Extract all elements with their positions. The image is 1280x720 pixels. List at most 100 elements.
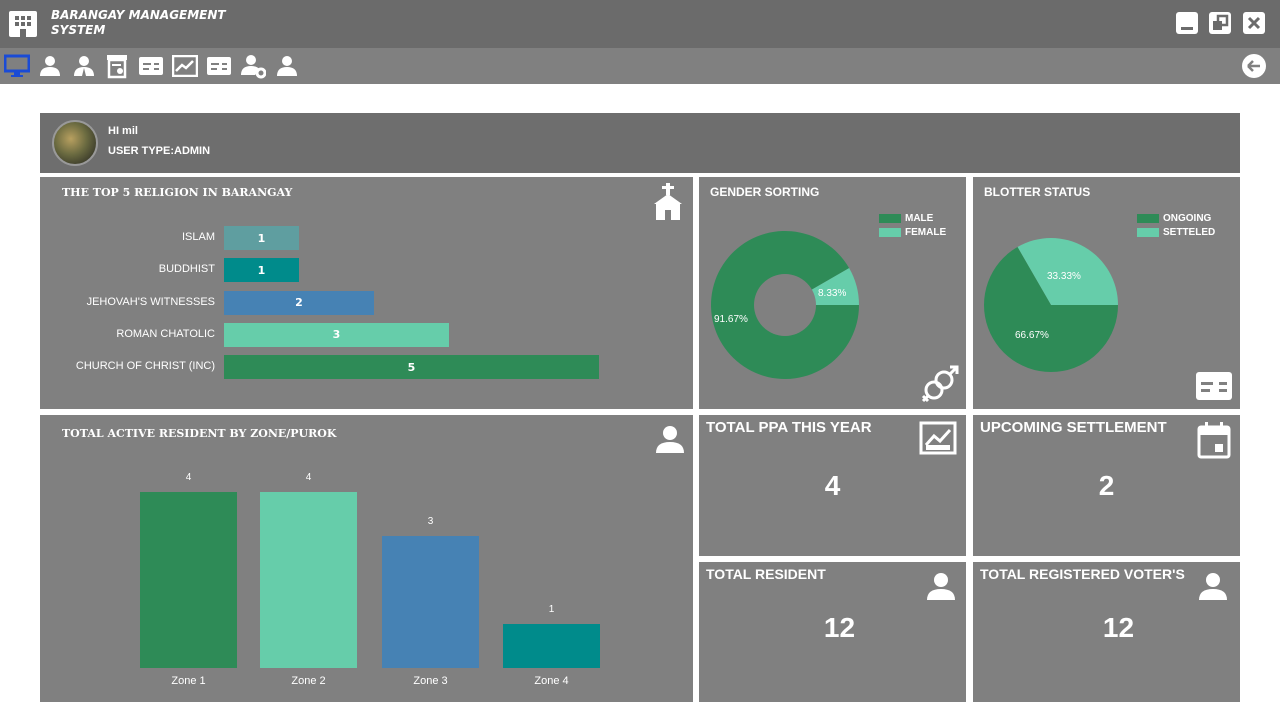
zone-tick-label: Zone 1 [171, 675, 205, 687]
voter-user-icon [1197, 570, 1229, 606]
back-button[interactable] [1242, 54, 1266, 78]
legend-setteled-label: SETTELED [1163, 227, 1216, 238]
user-type: USER TYPE:ADMIN [108, 145, 211, 157]
zone-bar-value: 1 [549, 604, 555, 615]
blotter-title: BLOTTER STATUS [984, 185, 1091, 199]
users-icon [277, 56, 297, 76]
certificate-button[interactable] [104, 52, 130, 80]
legend-setteled-swatch [1137, 228, 1159, 237]
title-bar: BARANGAY MANAGEMENT SYSTEM [0, 0, 1280, 48]
gender-panel: GENDER SORTING MALE FEMALE 8.33% 91.67% [699, 177, 966, 409]
zone-tick-label: Zone 3 [413, 675, 447, 687]
settlement-panel: UPCOMING SETTLEMENT 2 [973, 415, 1240, 556]
ppa-chart-icon [919, 421, 957, 459]
resident-title: TOTAL RESIDENT [706, 566, 826, 582]
ppa-title: TOTAL PPA THIS YEAR [706, 419, 872, 436]
religion-bar: 3 [224, 322, 449, 347]
minimize-icon [1181, 27, 1193, 30]
arrow-left-icon [1247, 60, 1260, 72]
voter-panel: TOTAL REGISTERED VOTER'S 12 [973, 562, 1240, 702]
voter-title: TOTAL REGISTERED VOTER'S [980, 566, 1185, 582]
blotter-slice-setteled [1017, 238, 1118, 305]
legend-female-swatch [879, 228, 901, 237]
id-card-button[interactable] [138, 52, 164, 80]
close-icon [1247, 16, 1261, 30]
blotter-card-icon [207, 57, 231, 75]
blotter-slice-ongoing [984, 246, 1118, 372]
officials-button[interactable] [71, 52, 97, 80]
religion-bar: 5 [224, 355, 599, 380]
chart-icon [172, 55, 198, 77]
app-title: BARANGAY MANAGEMENT SYSTEM [51, 8, 241, 38]
dashboard-button[interactable] [4, 52, 30, 80]
minimize-button[interactable] [1176, 12, 1198, 34]
religion-label: JEHOVAH'S WITNESSES [86, 295, 215, 308]
close-button[interactable] [1243, 12, 1265, 34]
gender-title: GENDER SORTING [710, 185, 820, 199]
maximize-button[interactable] [1209, 12, 1231, 34]
reports-button[interactable] [172, 52, 198, 80]
avatar[interactable] [52, 120, 98, 166]
zone-bar [260, 492, 357, 668]
monitor-icon [4, 54, 30, 77]
ppa-value: 4 [824, 470, 841, 501]
gender-label-male: 91.67% [714, 314, 748, 325]
religion-label: BUDDHIST [158, 263, 215, 276]
voter-value: 12 [1102, 612, 1135, 643]
resident-user-icon [925, 570, 957, 606]
resident-value: 12 [823, 612, 856, 643]
legend-male-swatch [879, 214, 901, 223]
user-icon [40, 56, 60, 76]
ppa-panel: TOTAL PPA THIS YEAR 4 [699, 415, 966, 556]
certificate-icon [107, 55, 127, 79]
religion-bar: 1 [224, 226, 299, 250]
user-settings-button[interactable] [240, 52, 266, 80]
building-icon [8, 8, 38, 38]
settlement-value: 2 [1098, 470, 1115, 501]
settlement-title: UPCOMING SETTLEMENT [980, 419, 1167, 436]
religion-title: THE TOP 5 RELIGION IN BARANGAY [62, 186, 293, 199]
religion-bar: 1 [224, 258, 299, 283]
user-settings-icon [241, 55, 266, 79]
users-button[interactable] [274, 52, 300, 80]
calendar-icon [1197, 421, 1231, 463]
blotter-button[interactable] [206, 52, 232, 80]
gender-icon [921, 365, 959, 407]
legend-ongoing-swatch [1137, 214, 1159, 223]
resident-icon [654, 423, 686, 459]
blotter-label-setteled: 33.33% [1047, 271, 1081, 282]
id-card-icon [139, 57, 163, 75]
zone-bar-value: 4 [186, 472, 192, 483]
app-title-line1: BARANGAY MANAGEMENT [51, 8, 226, 22]
legend-female-label: FEMALE [905, 227, 947, 238]
legend-setteled: SETTELED [1137, 227, 1215, 238]
legend-male-label: MALE [905, 213, 934, 224]
gender-donut-hole [754, 274, 816, 336]
legend-ongoing-label: ONGOING [1163, 213, 1212, 224]
religion-panel: THE TOP 5 RELIGION IN BARANGAY ISLAM 1 BUD… [40, 177, 693, 409]
blotter-label-ongoing: 66.67% [1015, 330, 1049, 341]
zone-bar [382, 536, 479, 668]
zone-tick-label: Zone 4 [534, 675, 568, 687]
legend-female: FEMALE [879, 227, 946, 238]
religion-label: ROMAN CHATOLIC [116, 327, 215, 340]
toolbar [0, 48, 1280, 84]
zone-bar [140, 492, 237, 668]
zone-bar-chart: 4 Zone 1 4 Zone 2 3 Zone 3 1 Zone 4 [140, 472, 600, 687]
religion-bar: 2 [224, 290, 374, 315]
religion-label: CHURCH OF CHRIST (INC) [75, 360, 215, 373]
legend-ongoing: ONGOING [1137, 213, 1211, 224]
resident-panel: TOTAL RESIDENT 12 [699, 562, 966, 702]
officials-icon [74, 56, 94, 76]
gender-donut-chart: 8.33% 91.67% [711, 231, 859, 380]
user-bar: HI mil USER TYPE:ADMIN [40, 113, 1240, 173]
religion-label: ISLAM [181, 231, 215, 243]
blotter-panel: BLOTTER STATUS ONGOING SETTELED 33.33% 66… [973, 177, 1240, 409]
zone-bar-value: 3 [428, 516, 434, 527]
zone-panel: TOTAL ACTIVE RESIDENT BY ZONE/PUROK 4 Zon… [40, 415, 693, 702]
app-title-line2: SYSTEM [51, 23, 106, 37]
zone-title: TOTAL ACTIVE RESIDENT BY ZONE/PUROK [62, 427, 337, 440]
zone-tick-label: Zone 2 [291, 675, 325, 687]
residents-button[interactable] [37, 52, 63, 80]
restore-icon [1213, 14, 1229, 30]
